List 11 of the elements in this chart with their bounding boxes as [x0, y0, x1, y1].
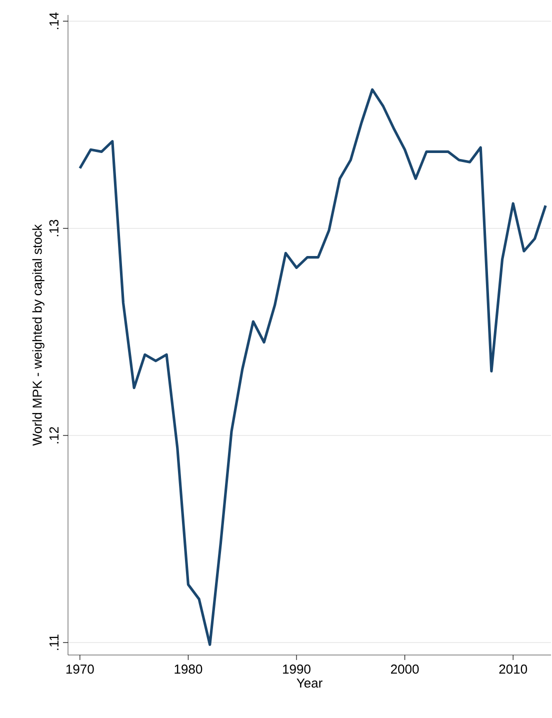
- y-tick-label: .11: [50, 634, 58, 650]
- y-axis-title: World MPK - weighted by capital stock: [32, 224, 44, 446]
- x-tick-label: 2010: [499, 664, 528, 674]
- x-tick-label: 1970: [66, 664, 94, 674]
- x-tick-label: 1980: [174, 664, 202, 674]
- y-tick-label: .14: [50, 12, 58, 30]
- x-tick-label: 1990: [283, 664, 310, 674]
- x-axis-title: Year: [296, 678, 322, 688]
- y-tick-label: .12: [49, 427, 58, 444]
- y-tick-label: .13: [49, 220, 58, 236]
- x-tick-label: 2000: [391, 664, 419, 674]
